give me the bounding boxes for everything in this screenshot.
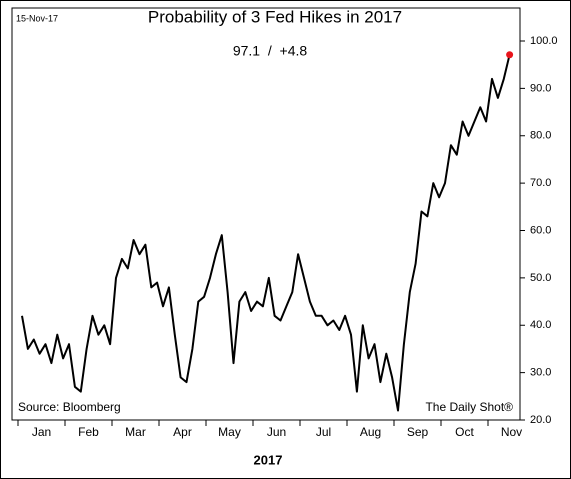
x-tick-label: Jun (267, 425, 286, 439)
x-axis-label: 2017 (254, 452, 283, 467)
line (21, 54, 511, 412)
x-tick-label: Feb (78, 425, 99, 439)
credit: The Daily Shot® (425, 400, 513, 414)
x-tick-label: Sep (407, 425, 429, 439)
chart-title: Probability of 3 Fed Hikes in 2017 (148, 7, 402, 26)
y-tick-label: 100.0 (530, 35, 558, 47)
x-tick-label: Mar (125, 425, 146, 439)
x-tick-label: Nov (501, 425, 522, 439)
x-tick-label: Jan (32, 425, 51, 439)
plot-frame (11, 7, 521, 421)
y-tick-label: 40.0 (530, 319, 551, 331)
x-tick-label: Oct (455, 425, 474, 439)
x-tick-label: Apr (173, 425, 192, 439)
y-tick-label: 50.0 (530, 272, 551, 284)
x-tick-label: May (218, 425, 241, 439)
last-point-marker (506, 51, 514, 59)
source: Source: Bloomberg (18, 400, 121, 414)
y-tick-label: 20.0 (530, 414, 551, 426)
y-tick-label: 80.0 (530, 130, 551, 142)
y-tick-label: 70.0 (530, 177, 551, 189)
x-tick-label: Aug (360, 425, 381, 439)
y-tick-label: 90.0 (530, 82, 551, 94)
annotation: 97.1 / +4.8 (233, 43, 308, 59)
date: 15-Nov-17 (16, 13, 58, 23)
y-tick-label: 30.0 (530, 367, 551, 379)
x-tick-label: Jul (316, 425, 331, 439)
y-tick-label: 60.0 (530, 224, 551, 236)
